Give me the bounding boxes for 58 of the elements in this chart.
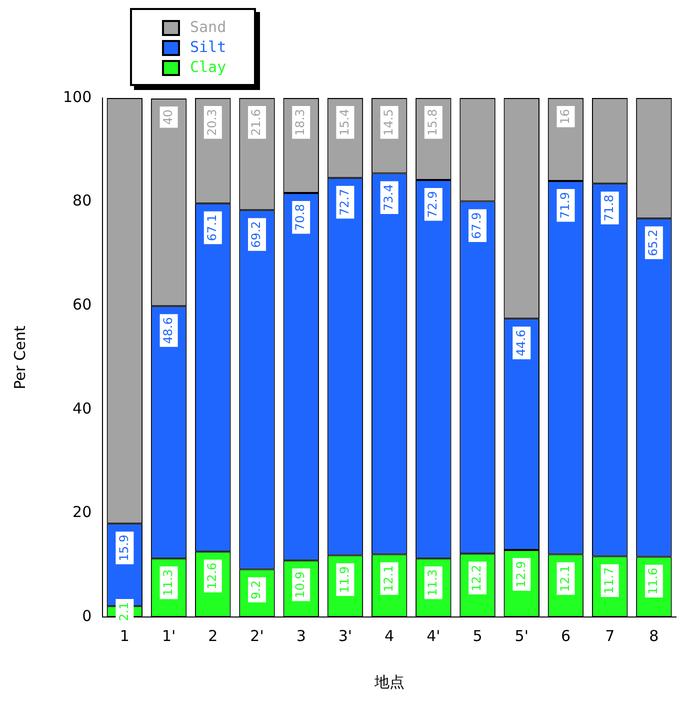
x-tick-label: 7 [605,626,615,645]
data-label: 67.9 [470,212,484,239]
data-label: 71.9 [558,192,572,219]
data-label: 14.5 [381,109,396,136]
y-tick-label: 40 [72,399,92,418]
data-label: 48.6 [160,317,175,344]
x-tick-label: 5 [472,626,482,645]
data-label: 70.8 [293,204,308,231]
data-label: 72.9 [426,191,440,218]
data-label: 15.4 [337,109,352,136]
data-label: 21.6 [249,109,264,136]
data-label: 12.6 [205,562,220,590]
x-tick-label: 3 [296,626,306,645]
data-label: 44.6 [514,330,528,356]
data-label: 71.8 [602,194,616,222]
data-label: 20.3 [205,109,220,136]
data-label: 67.1 [205,214,220,242]
x-tick-label: 2' [250,626,264,645]
data-label: 12.9 [514,561,528,588]
data-label: 15.8 [426,109,440,136]
data-label: 9.2 [249,580,264,600]
data-label: 2.1 [116,602,131,622]
y-tick-label: 80 [72,192,92,210]
data-label: 65.2 [646,229,660,256]
x-tick-label: 4' [426,626,440,645]
x-tick-label: 8 [649,626,659,645]
legend-label: Sand [190,18,226,36]
data-label: 16 [558,108,572,124]
data-label: 11.3 [426,569,440,596]
x-tick-label: 5' [514,626,528,645]
x-tick-label: 3' [338,626,352,645]
x-axis-title: 地点 [373,672,404,691]
y-tick-label: 100 [62,88,92,106]
data-label: 73.4 [381,184,396,211]
text: Silt [190,38,226,56]
legend-label: Clay [190,58,226,76]
y-axis-title: Per Cent [10,326,29,390]
data-label: 72.7 [337,188,352,216]
data-label: 10.9 [293,571,308,598]
x-tick-label: 2 [208,626,218,645]
data-label: 11.3 [160,569,175,596]
y-tick-label: 0 [82,606,92,625]
data-label: 12.1 [558,565,572,592]
data-label: 18.3 [293,109,308,136]
data-label: 12.2 [470,564,484,592]
data-label: 11.7 [602,567,616,594]
data-label: 15.9 [116,534,131,562]
data-label: 11.6 [646,568,660,595]
y-tick-label: 20 [72,503,92,522]
x-tick-label: 6 [560,626,571,645]
x-tick-label: 4 [384,626,394,645]
data-label: 69.2 [249,221,264,248]
data-label: 40 [160,110,175,125]
y-tick-label: 60 [72,295,92,314]
data-label: 12.1 [381,565,396,592]
x-tick-label: 1' [162,626,176,645]
data-label: 11.9 [337,566,352,593]
x-tick-label: 1 [120,626,130,645]
